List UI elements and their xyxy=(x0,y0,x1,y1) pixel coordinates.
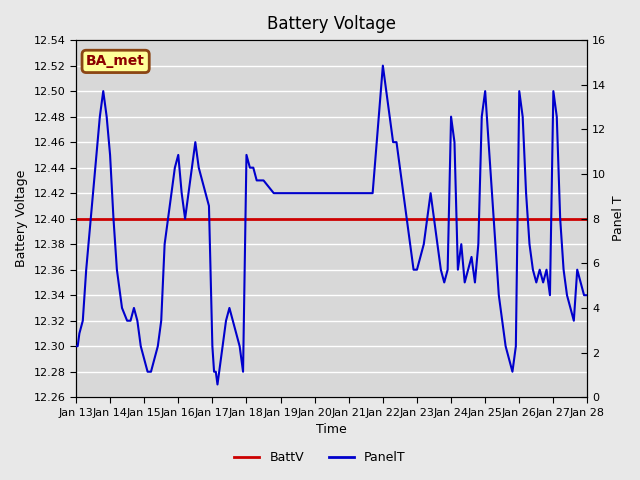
Title: Battery Voltage: Battery Voltage xyxy=(268,15,396,33)
Legend: BattV, PanelT: BattV, PanelT xyxy=(229,446,411,469)
Y-axis label: Panel T: Panel T xyxy=(612,196,625,241)
Text: BA_met: BA_met xyxy=(86,54,145,68)
Y-axis label: Battery Voltage: Battery Voltage xyxy=(15,170,28,267)
X-axis label: Time: Time xyxy=(316,423,347,436)
